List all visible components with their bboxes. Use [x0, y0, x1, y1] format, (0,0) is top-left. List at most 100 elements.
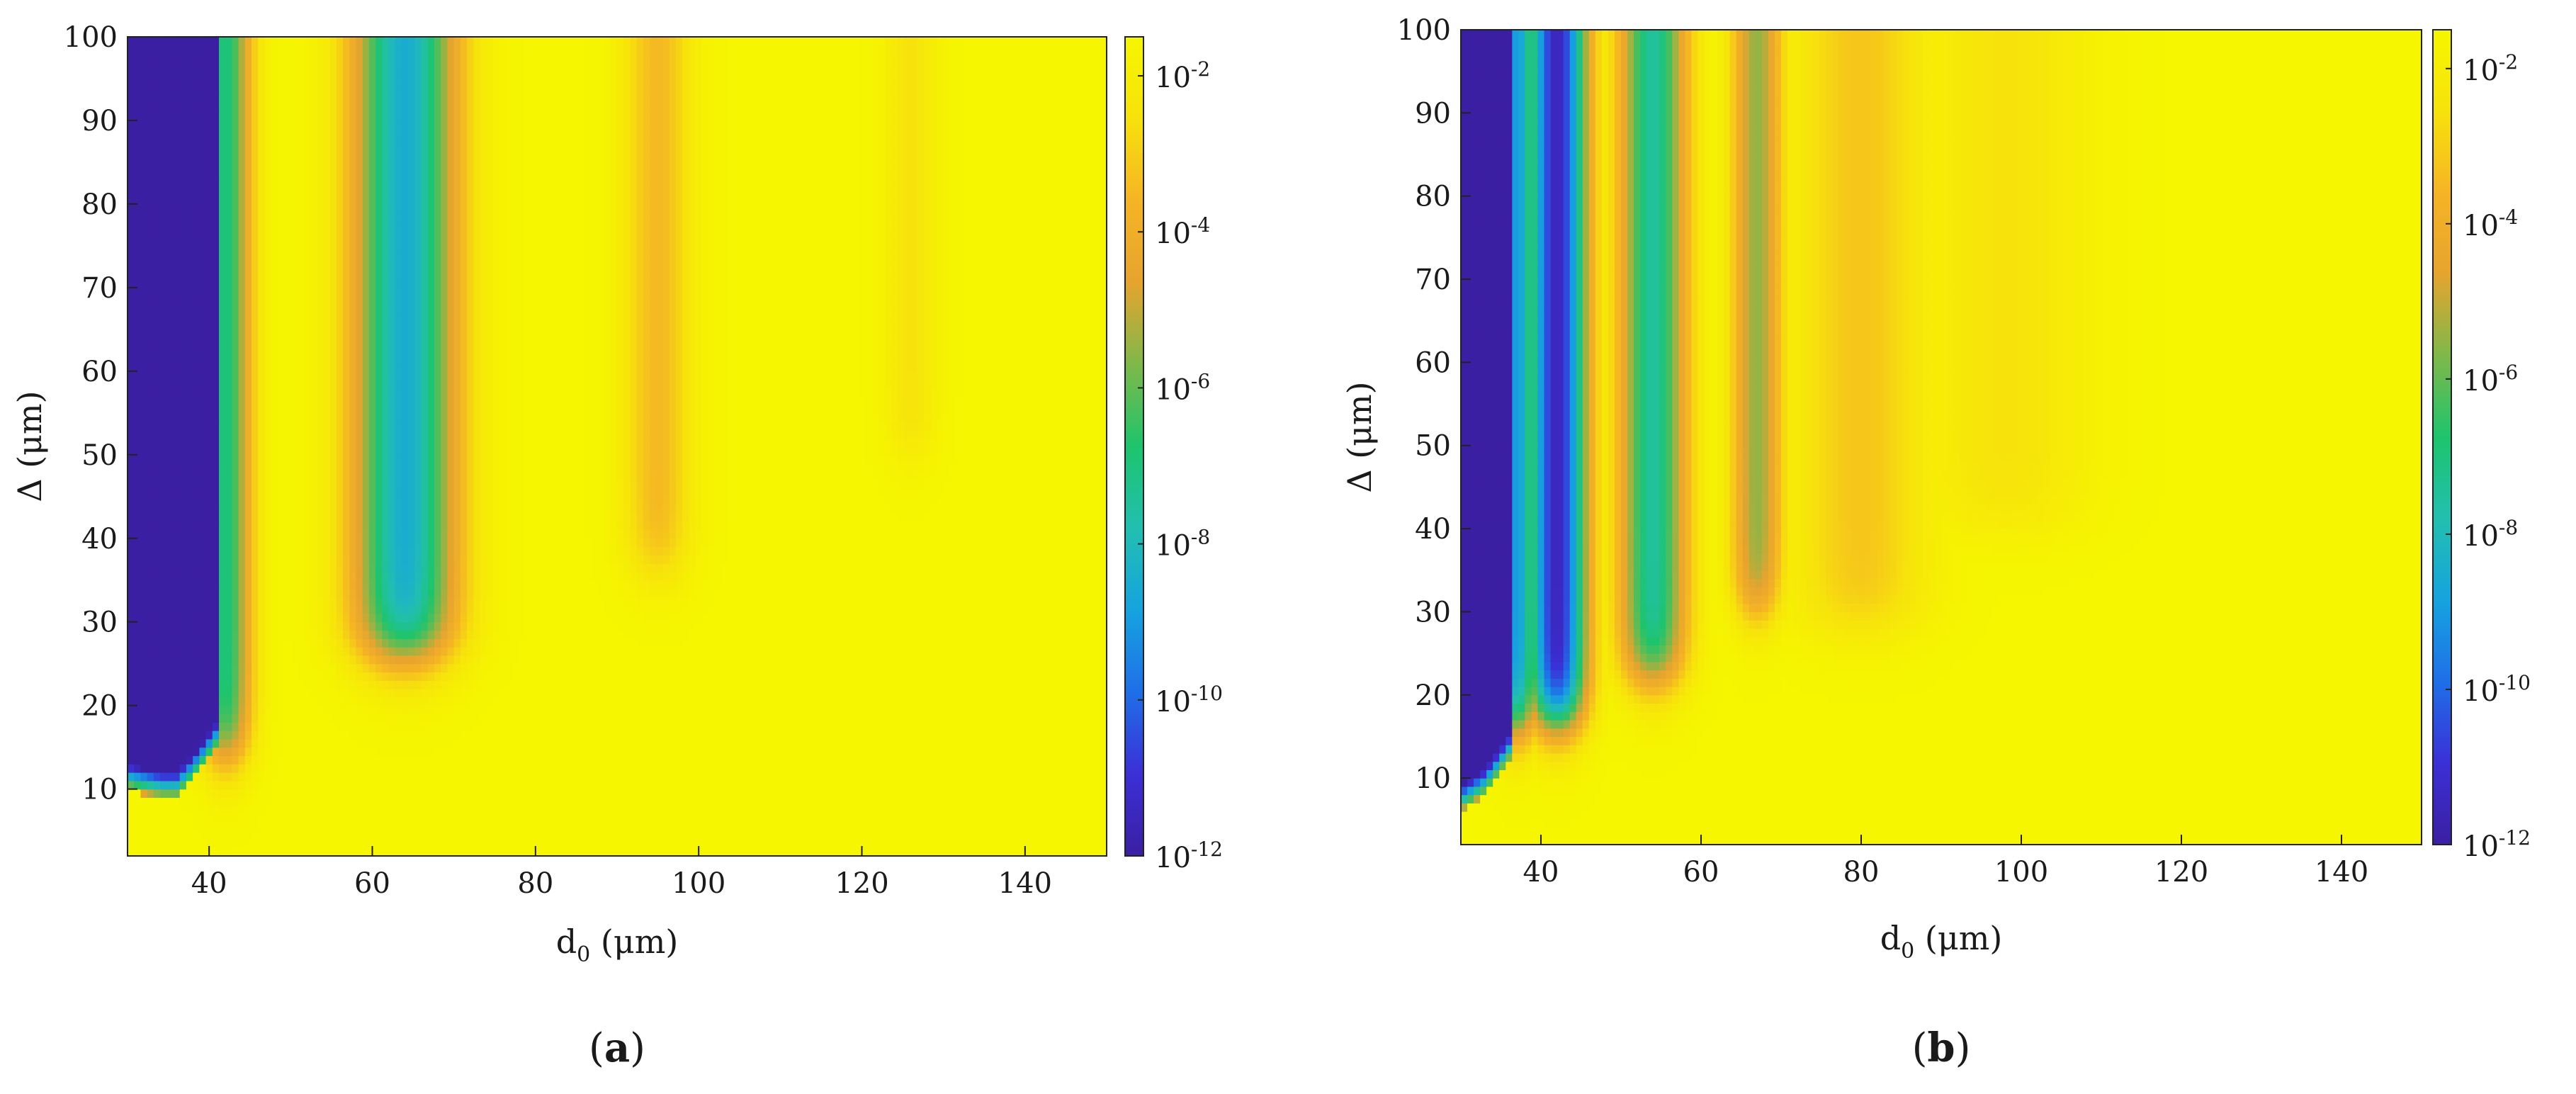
heatmap-cell — [721, 831, 728, 840]
heatmap-cell — [944, 823, 951, 831]
heatmap-cell — [879, 789, 886, 798]
heatmap-cell — [565, 839, 572, 847]
heatmap-cell — [1054, 781, 1061, 789]
heatmap-cell — [871, 789, 879, 798]
heatmap-cell — [441, 839, 448, 847]
heatmap-cell — [930, 789, 937, 798]
heatmap-cell — [970, 831, 977, 840]
heatmap-cell — [1015, 847, 1022, 856]
heatmap-cell — [552, 847, 559, 856]
heatmap-cell — [820, 847, 827, 856]
heatmap-cell — [258, 806, 265, 814]
heatmap-cell — [963, 814, 970, 823]
heatmap-cell — [761, 781, 768, 789]
heatmap-cell — [532, 831, 539, 840]
heatmap-cell — [1048, 806, 1055, 814]
heatmap-cell — [180, 823, 187, 831]
heatmap-cell — [1094, 823, 1101, 831]
heatmap-cell — [813, 839, 820, 847]
heatmap-cell — [617, 847, 624, 856]
heatmap-cell — [356, 797, 363, 806]
heatmap-cell — [414, 814, 422, 823]
heatmap-cell — [708, 806, 716, 814]
heatmap-cell — [499, 781, 507, 789]
heatmap-cell — [140, 847, 147, 856]
heatmap-cell — [337, 797, 344, 806]
heatmap-cell — [473, 814, 480, 823]
heatmap-cell — [728, 797, 735, 806]
heatmap-cell — [546, 781, 553, 789]
heatmap-cell — [323, 831, 330, 840]
heatmap-cell — [323, 789, 330, 798]
heatmap-cell — [454, 781, 461, 789]
heatmap-cell — [1035, 806, 1042, 814]
heatmap-cell — [800, 823, 807, 831]
heatmap-cell — [689, 831, 696, 840]
heatmap-cell — [473, 839, 480, 847]
heatmap-cell — [584, 814, 592, 823]
heatmap-cell — [572, 781, 579, 789]
heatmap-cell — [1048, 797, 1055, 806]
heatmap-cell — [232, 823, 239, 831]
heatmap-cell — [689, 839, 696, 847]
heatmap-cell — [741, 839, 748, 847]
heatmap-cell — [323, 823, 330, 831]
heatmap-cell — [591, 814, 598, 823]
heatmap-cell — [264, 814, 271, 823]
heatmap-cell — [715, 823, 722, 831]
heatmap-cell — [232, 806, 239, 814]
heatmap-cell — [317, 823, 324, 831]
heatmap-cell — [963, 831, 970, 840]
heatmap-cell — [278, 772, 285, 781]
heatmap-cell — [428, 847, 435, 856]
heatmap-cell — [506, 814, 513, 823]
heatmap-cell — [447, 831, 454, 840]
heatmap-cell — [656, 839, 663, 847]
heatmap-cell — [859, 797, 866, 806]
heatmap-cell — [1094, 781, 1101, 789]
heatmap-cell — [761, 797, 768, 806]
heatmap-cell — [623, 831, 631, 840]
heatmap-cell — [206, 806, 213, 814]
heatmap-cell — [414, 847, 422, 856]
heatmap-cell — [578, 781, 585, 789]
heatmap-cell — [278, 814, 285, 823]
heatmap-cell — [956, 789, 964, 798]
heatmap-cell — [506, 806, 513, 814]
heatmap-cell — [147, 847, 154, 856]
heatmap-cell — [871, 781, 879, 789]
heatmap-cell — [356, 781, 363, 789]
heatmap-cell — [441, 823, 448, 831]
heatmap-cell — [696, 806, 703, 814]
heatmap-cell — [447, 847, 454, 856]
heatmap-cell — [1009, 839, 1016, 847]
heatmap-cell — [1028, 823, 1035, 831]
heatmap-cell — [375, 814, 383, 823]
heatmap-cell — [278, 847, 285, 856]
heatmap-cell — [565, 814, 572, 823]
heatmap-cell — [995, 823, 1002, 831]
heatmap-cell — [180, 772, 187, 781]
heatmap-cell — [526, 797, 533, 806]
heatmap-cell — [1035, 831, 1042, 840]
heatmap-cell — [898, 847, 905, 856]
heatmap-cell — [369, 789, 376, 798]
heatmap-cell — [885, 839, 892, 847]
heatmap-cell — [245, 823, 252, 831]
heatmap-cell — [480, 806, 487, 814]
heatmap-cell — [747, 789, 755, 798]
heatmap-cell — [865, 823, 872, 831]
heatmap-cell — [389, 839, 396, 847]
heatmap-cell — [493, 831, 500, 840]
heatmap-cell — [578, 839, 585, 847]
heatmap-cell — [591, 831, 598, 840]
heatmap-cell — [702, 789, 709, 798]
heatmap-cell — [173, 789, 180, 798]
heatmap-cell — [356, 839, 363, 847]
heatmap-cell — [363, 831, 370, 840]
heatmap-cell — [662, 797, 670, 806]
heatmap-cell — [787, 823, 794, 831]
heatmap-cell — [219, 806, 226, 814]
heatmap-cell — [363, 789, 370, 798]
heatmap-cell — [670, 781, 677, 789]
